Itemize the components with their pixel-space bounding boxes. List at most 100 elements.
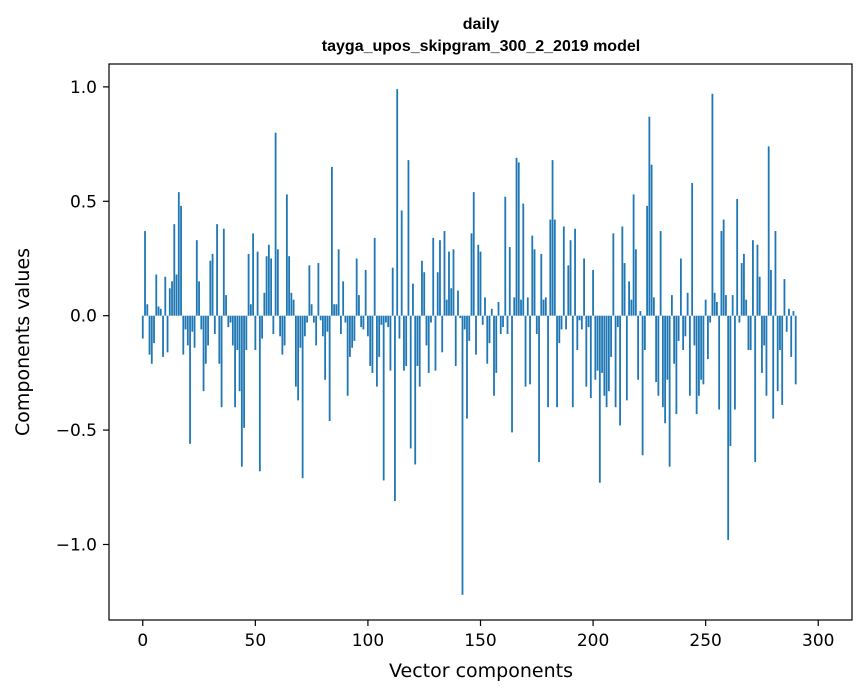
bar-128 [430, 315, 432, 323]
bar-59 [274, 132, 277, 316]
bar-155 [490, 308, 493, 316]
bar-240 [682, 315, 685, 351]
bar-210 [614, 315, 617, 408]
bar-series [141, 89, 797, 595]
bar-137 [450, 288, 453, 316]
bar-120 [412, 283, 414, 316]
bar-185 [558, 315, 561, 344]
bar-58 [272, 315, 275, 334]
bar-227 [652, 297, 655, 316]
bar-115 [400, 210, 403, 316]
bar-143 [463, 315, 466, 330]
bar-65 [288, 256, 291, 316]
bar-34 [218, 315, 221, 364]
bar-288 [790, 315, 793, 357]
bar-172 [529, 315, 531, 385]
bar-198 [587, 315, 590, 328]
bar-3 [148, 315, 151, 355]
bar-18 [182, 315, 185, 355]
bar-275 [761, 315, 763, 373]
bar-26 [200, 315, 203, 330]
x-tick-label: 300 [802, 631, 834, 651]
bar-217 [630, 299, 633, 316]
bar-215 [625, 315, 628, 401]
bar-92 [349, 315, 351, 357]
bar-130 [434, 315, 437, 371]
bar-52 [258, 315, 261, 472]
bar-241 [684, 315, 687, 337]
bar-286 [785, 315, 788, 332]
bar-213 [621, 226, 624, 316]
bar-47 [247, 253, 250, 316]
bar-16 [177, 192, 180, 316]
y-axis-label: Components values [12, 248, 34, 436]
bar-270 [749, 315, 752, 351]
bar-248 [700, 315, 703, 380]
bar-159 [499, 315, 502, 334]
bar-6 [155, 274, 158, 316]
bar-280 [772, 315, 775, 419]
bar-171 [526, 297, 529, 316]
bar-261 [729, 315, 732, 447]
bar-203 [598, 315, 601, 483]
y-tick-label: −0.5 [56, 421, 97, 441]
bar-144 [466, 315, 468, 419]
x-tick-label: 0 [137, 631, 148, 651]
bar-91 [346, 315, 349, 396]
bar-161 [504, 196, 507, 316]
bar-257 [720, 231, 723, 316]
bar-89 [342, 281, 345, 316]
bar-181 [549, 219, 552, 316]
bar-62 [281, 315, 284, 355]
bar-224 [646, 205, 649, 316]
bar-145 [468, 315, 471, 341]
bar-112 [394, 315, 396, 502]
bar-269 [747, 315, 750, 351]
bar-102 [371, 315, 374, 373]
bar-186 [560, 315, 563, 330]
bar-1 [144, 231, 146, 316]
bar-11 [166, 315, 169, 353]
y-tick-label: 0.5 [70, 192, 97, 212]
bar-272 [754, 315, 757, 463]
bar-246 [695, 315, 698, 415]
bar-105 [378, 315, 381, 357]
bar-98 [362, 315, 365, 330]
bar-127 [427, 315, 430, 373]
bar-81 [324, 315, 327, 380]
bar-54 [263, 292, 266, 316]
bar-122 [416, 315, 419, 367]
bar-19 [184, 315, 187, 330]
bar-63 [283, 315, 286, 346]
bar-61 [279, 315, 282, 337]
chart-title-line-1: daily [463, 16, 500, 33]
bar-111 [391, 267, 394, 316]
bar-82 [326, 315, 329, 332]
bar-183 [553, 219, 556, 316]
bar-253 [711, 93, 714, 316]
bar-68 [294, 315, 297, 387]
bar-247 [698, 315, 700, 396]
bar-230 [659, 231, 662, 316]
y-axis-ticks: −1.0 −0.5 0.0 0.5 1.0 [56, 78, 109, 555]
bar-14 [173, 224, 176, 316]
bar-187 [562, 226, 565, 316]
bar-195 [580, 315, 583, 330]
bar-21 [189, 315, 191, 444]
bar-116 [403, 315, 405, 371]
x-tick-label: 150 [464, 631, 496, 651]
bar-15 [175, 274, 178, 316]
bar-278 [767, 146, 770, 316]
bar-25 [198, 281, 200, 316]
bar-13 [171, 281, 173, 316]
bar-39 [229, 315, 232, 323]
bar-281 [774, 231, 777, 316]
x-tick-label: 200 [577, 631, 609, 651]
bar-78 [317, 263, 320, 316]
bar-146 [470, 233, 473, 316]
bar-73 [306, 315, 309, 323]
bar-274 [758, 276, 761, 316]
bar-31 [211, 253, 214, 316]
bar-95 [355, 258, 358, 316]
